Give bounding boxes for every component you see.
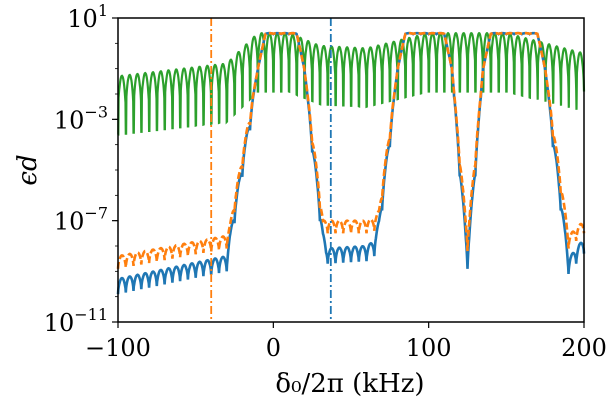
y-tick-label: 10−3 — [54, 102, 108, 134]
x-axis-label: δ₀/2π (kHz) — [275, 369, 424, 399]
x-tick-label: 0 — [266, 334, 281, 362]
x-tick-label: −100 — [85, 334, 151, 362]
x-tick-label: 100 — [406, 334, 452, 362]
y-tick-label: 10−7 — [54, 204, 108, 236]
chart-curves — [116, 31, 586, 295]
y-tick-label: 10−11 — [44, 305, 108, 337]
series-orange-dashed-line — [116, 31, 586, 269]
y-axis-ticks: 10−11 10−7 10−3 101 — [44, 1, 118, 337]
x-tick-label: 200 — [561, 334, 607, 362]
y-tick-label: 101 — [67, 1, 108, 33]
x-axis-ticks: −100 0 100 200 — [85, 322, 607, 362]
series-green-line — [117, 32, 586, 136]
y-axis-label: ϵd — [13, 154, 43, 185]
chart-vertical-markers — [210, 18, 332, 322]
